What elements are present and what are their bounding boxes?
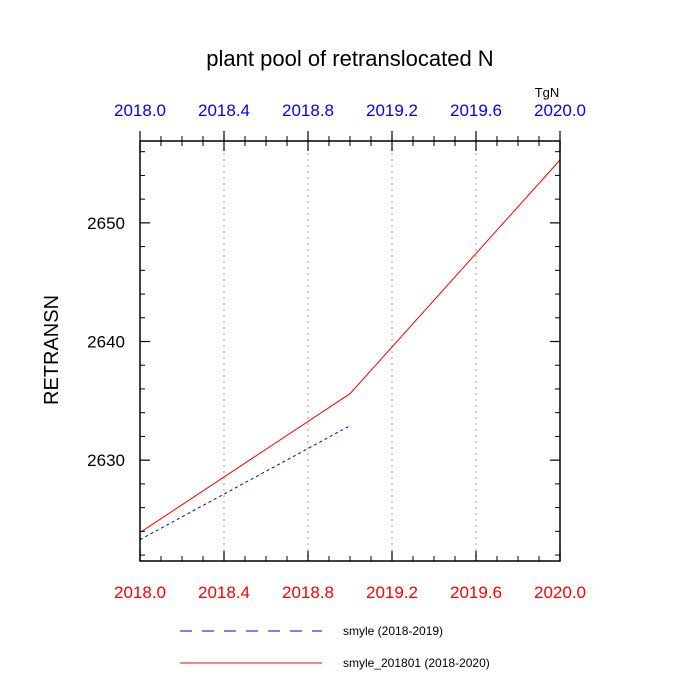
x-tick-label-top: 2019.6: [450, 101, 502, 120]
x-tick-label-bottom: 2018.8: [282, 583, 334, 602]
x-tick-label-bottom: 2018.0: [114, 583, 166, 602]
y-axis-label: RETRANSN: [41, 295, 63, 405]
x-tick-label-top: 2018.8: [282, 101, 334, 120]
legend-label: smyle_201801 (2018-2020): [343, 656, 490, 670]
legend-label: smyle (2018-2019): [343, 624, 443, 638]
x-tick-label-bottom: 2019.2: [366, 583, 418, 602]
chart-title: plant pool of retranslocated N: [206, 46, 493, 71]
units-label: TgN: [535, 85, 560, 100]
x-tick-label-top: 2020.0: [534, 101, 586, 120]
grid: [223, 141, 477, 561]
y-tick-label: 2640: [87, 333, 125, 352]
x-tick-label-top: 2018.0: [114, 101, 166, 120]
x-tick-label-bottom: 2018.4: [198, 583, 250, 602]
plot-frame: [139, 140, 561, 562]
x-tick-label-top: 2019.2: [366, 101, 418, 120]
series-line: [139, 425, 351, 541]
x-tick-label-top: 2018.4: [198, 101, 250, 120]
y-tick-label: 2630: [87, 451, 125, 470]
y-tick-label: 2650: [87, 214, 125, 233]
axis-ticks: 2018.0 2018.0 2018.4 2018.4 2018.8 2018.8 2019…: [87, 101, 586, 602]
series-line: [139, 159, 561, 533]
legend: smyle (2018-2019) smyle_201801 (2018-2020…: [180, 624, 490, 670]
x-tick-label-bottom: 2020.0: [534, 583, 586, 602]
series-group: [139, 159, 561, 541]
x-tick-label-bottom: 2019.6: [450, 583, 502, 602]
